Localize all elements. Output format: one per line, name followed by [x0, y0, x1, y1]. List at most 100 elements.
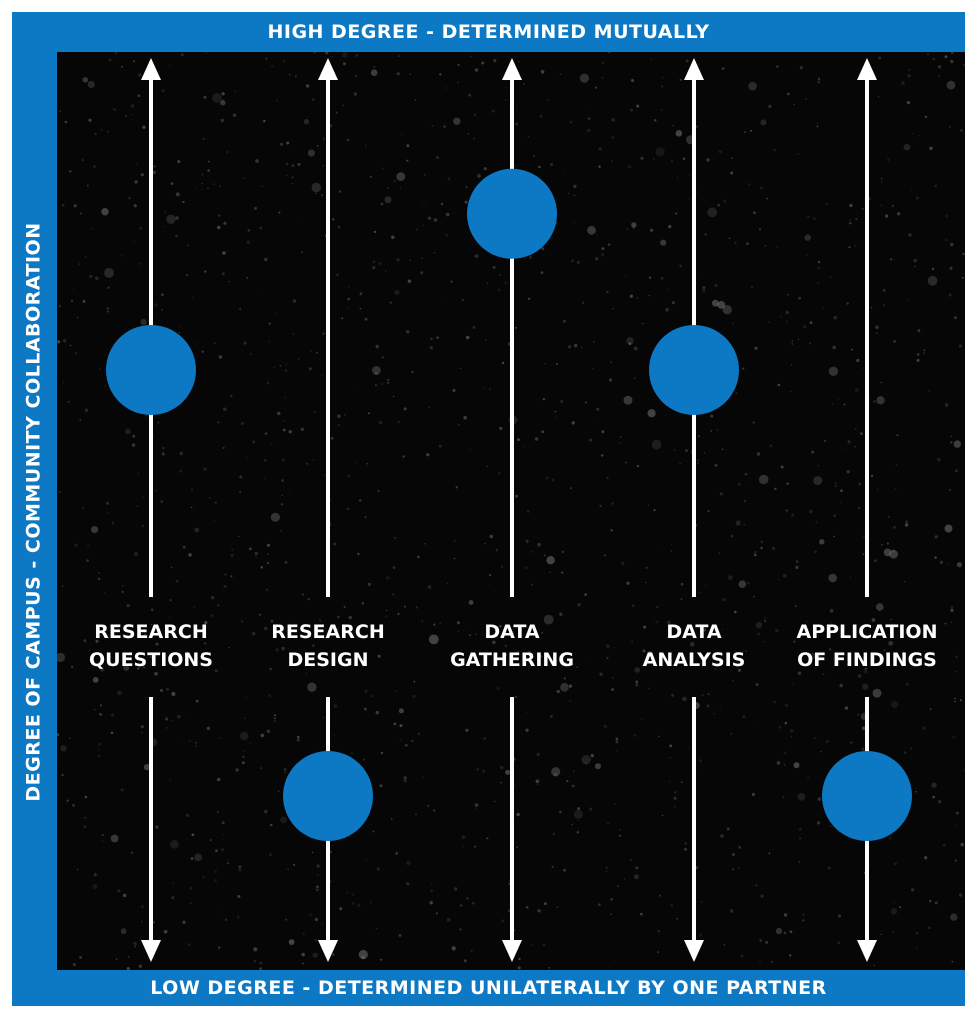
light-speck	[782, 796, 785, 799]
light-speck	[655, 147, 665, 157]
light-speck	[92, 677, 99, 683]
light-speck	[763, 641, 766, 643]
light-speck	[293, 863, 296, 867]
light-speck	[346, 138, 350, 142]
light-speck	[79, 956, 82, 959]
light-speck	[223, 407, 227, 412]
light-speck	[880, 180, 883, 183]
light-speck	[140, 173, 144, 177]
arrowhead-down-icon	[857, 940, 877, 962]
light-speck	[620, 436, 622, 438]
light-speck	[699, 759, 702, 763]
light-speck	[499, 625, 502, 628]
light-speck	[255, 555, 257, 558]
light-speck	[78, 263, 81, 265]
light-speck	[846, 302, 849, 305]
light-speck	[265, 588, 269, 591]
light-speck	[584, 401, 587, 404]
light-speck	[175, 192, 180, 197]
low-degree-label: LOW DEGREE - DETERMINED UNILATERALLY BY …	[12, 970, 965, 1006]
light-speck	[457, 81, 459, 84]
light-speck	[576, 666, 579, 668]
arrows-layer	[141, 58, 877, 962]
light-speck	[790, 391, 792, 393]
light-speck	[738, 846, 741, 849]
light-speck	[618, 834, 621, 837]
light-speck	[862, 208, 864, 210]
light-speck	[357, 903, 361, 907]
light-speck	[469, 634, 471, 637]
light-speck	[790, 364, 793, 366]
light-speck	[191, 833, 195, 837]
light-speck	[651, 439, 662, 450]
light-speck	[275, 648, 279, 652]
light-speck	[131, 113, 134, 116]
light-speck	[435, 912, 438, 915]
light-speck	[669, 757, 672, 759]
light-speck	[483, 386, 485, 389]
light-speck	[265, 57, 268, 60]
light-speck	[817, 281, 820, 284]
light-speck	[98, 755, 101, 757]
light-speck	[103, 591, 106, 594]
light-speck	[812, 217, 816, 221]
light-speck	[932, 795, 936, 799]
light-speck	[705, 584, 707, 587]
light-speck	[580, 346, 583, 349]
light-speck	[321, 923, 323, 925]
light-speck	[99, 713, 102, 716]
light-speck	[63, 339, 67, 343]
light-speck	[775, 927, 783, 935]
light-speck	[551, 478, 555, 482]
light-speck	[366, 462, 369, 465]
light-speck	[857, 674, 862, 678]
light-speck	[837, 399, 840, 401]
light-speck	[210, 614, 214, 617]
light-speck	[916, 947, 918, 949]
light-speck	[706, 158, 710, 162]
light-speck	[848, 246, 851, 249]
light-speck	[232, 113, 237, 117]
light-speck	[291, 182, 294, 185]
light-speck	[856, 358, 860, 363]
light-speck	[454, 887, 458, 891]
light-speck	[436, 336, 439, 339]
light-speck	[783, 751, 787, 755]
light-speck	[427, 216, 432, 220]
light-speck	[264, 432, 268, 435]
light-speck	[573, 184, 577, 188]
light-speck	[417, 555, 420, 559]
light-speck	[531, 943, 533, 946]
arrowhead-up-icon	[684, 58, 704, 80]
light-speck	[707, 693, 710, 695]
light-speck	[830, 621, 833, 624]
light-speck	[66, 799, 69, 802]
light-speck	[395, 852, 399, 855]
light-speck	[297, 162, 301, 166]
light-speck	[378, 261, 382, 265]
light-speck	[632, 226, 635, 229]
dots-layer	[106, 168, 912, 841]
light-speck	[139, 226, 143, 230]
light-speck	[421, 257, 424, 259]
light-speck	[459, 928, 462, 931]
light-speck	[497, 288, 501, 292]
light-speck	[514, 164, 517, 167]
light-speck	[532, 551, 534, 553]
light-speck	[141, 732, 143, 734]
light-speck	[701, 694, 704, 697]
light-speck	[239, 475, 243, 479]
light-speck	[269, 853, 272, 857]
light-speck	[792, 682, 794, 685]
light-speck	[171, 896, 175, 900]
light-speck	[934, 901, 938, 905]
light-speck	[944, 622, 947, 625]
light-speck	[806, 254, 808, 257]
light-speck	[163, 929, 168, 934]
light-speck	[280, 816, 287, 824]
light-speck	[453, 117, 461, 126]
light-speck	[561, 571, 564, 574]
light-speck	[596, 407, 600, 411]
light-speck	[642, 649, 646, 653]
light-speck	[626, 581, 630, 585]
